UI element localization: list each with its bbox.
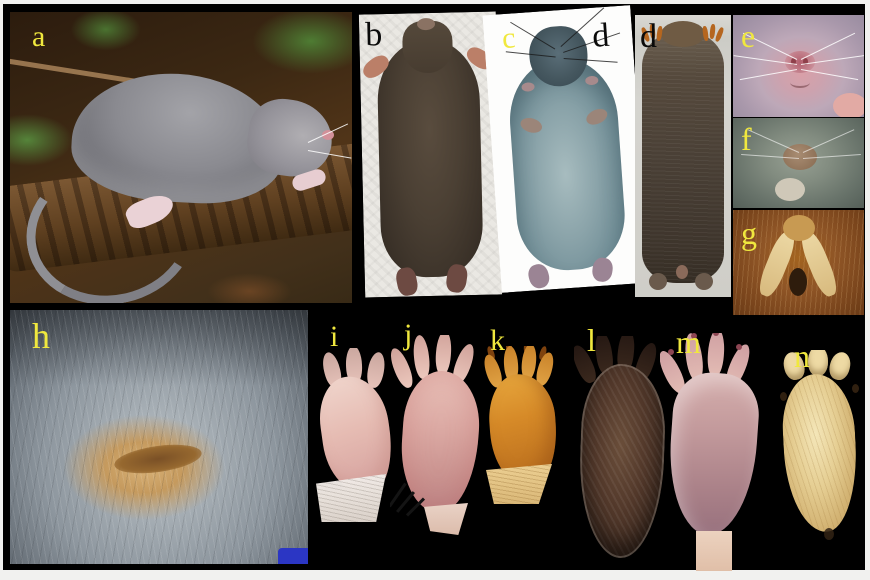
panel-label-d-on-c: d — [590, 16, 611, 55]
panel-h-photo: h — [10, 310, 308, 564]
panel-l-photo — [574, 336, 670, 566]
toenail — [736, 344, 742, 350]
panel-label-h: h — [32, 316, 50, 356]
chin-patch — [775, 178, 805, 201]
dark-speck — [852, 384, 859, 393]
panel-label-m: m — [676, 324, 701, 360]
panel-label-e: e — [741, 18, 756, 54]
toe — [411, 335, 432, 380]
nostril — [791, 58, 796, 65]
animal-hindfoot — [649, 273, 667, 290]
toe — [808, 350, 828, 376]
panel-b-photo: b — [358, 11, 503, 298]
dark-center — [789, 268, 807, 296]
panel-k-photo — [480, 346, 568, 511]
toe — [706, 333, 726, 378]
panel-n-photo — [780, 350, 864, 555]
dark-speck — [780, 392, 787, 401]
sole — [576, 362, 668, 560]
animal-tail-stub — [676, 265, 688, 279]
fur-field — [10, 310, 308, 564]
panel-j-photo — [390, 335, 490, 537]
panel-label-l: l — [587, 322, 596, 358]
toenail — [691, 333, 697, 339]
panel-d-photo: d — [635, 15, 731, 297]
fur-streaks — [10, 310, 308, 564]
blue-corner-patch — [278, 548, 308, 564]
panel-label-b: b — [364, 16, 383, 54]
animal-nose — [322, 130, 334, 140]
panel-label-d: d — [640, 18, 657, 55]
panel-label-j: j — [404, 318, 413, 351]
animal-body — [376, 37, 484, 279]
dark-speck — [824, 528, 834, 540]
toenail — [668, 349, 674, 355]
panel-label-n: n — [794, 338, 810, 374]
panel-label-f: f — [741, 121, 752, 157]
toe — [826, 350, 854, 383]
panel-label-g: g — [741, 215, 757, 251]
sole — [664, 370, 762, 538]
panel-e-photo: e — [733, 15, 864, 117]
panel-f-photo: f — [733, 118, 864, 208]
panel-a-photo: a — [10, 12, 352, 303]
hair-fringe — [316, 474, 386, 522]
hair-fringe — [486, 464, 552, 504]
toe — [390, 345, 417, 391]
panel-label-i: i — [330, 320, 339, 353]
animal-head — [661, 21, 705, 47]
animal-body — [642, 31, 724, 283]
toe — [434, 335, 453, 376]
panel-c-photo: c d — [482, 5, 650, 293]
flesh-patch — [833, 93, 864, 117]
sole — [780, 372, 861, 534]
fur-knob — [783, 215, 815, 241]
animal-hindfoot — [695, 273, 713, 290]
mouth — [790, 77, 810, 88]
panel-label-c: c — [500, 21, 517, 56]
panel-label-a: a — [32, 20, 46, 53]
nostril — [803, 58, 808, 65]
ankle — [696, 531, 732, 571]
panel-label-k: k — [490, 324, 505, 357]
panel-g-photo: g — [733, 210, 864, 315]
panel-i-photo — [314, 348, 400, 526]
toenail — [713, 333, 719, 336]
panel-m-photo — [660, 333, 770, 573]
wrist — [424, 503, 468, 535]
